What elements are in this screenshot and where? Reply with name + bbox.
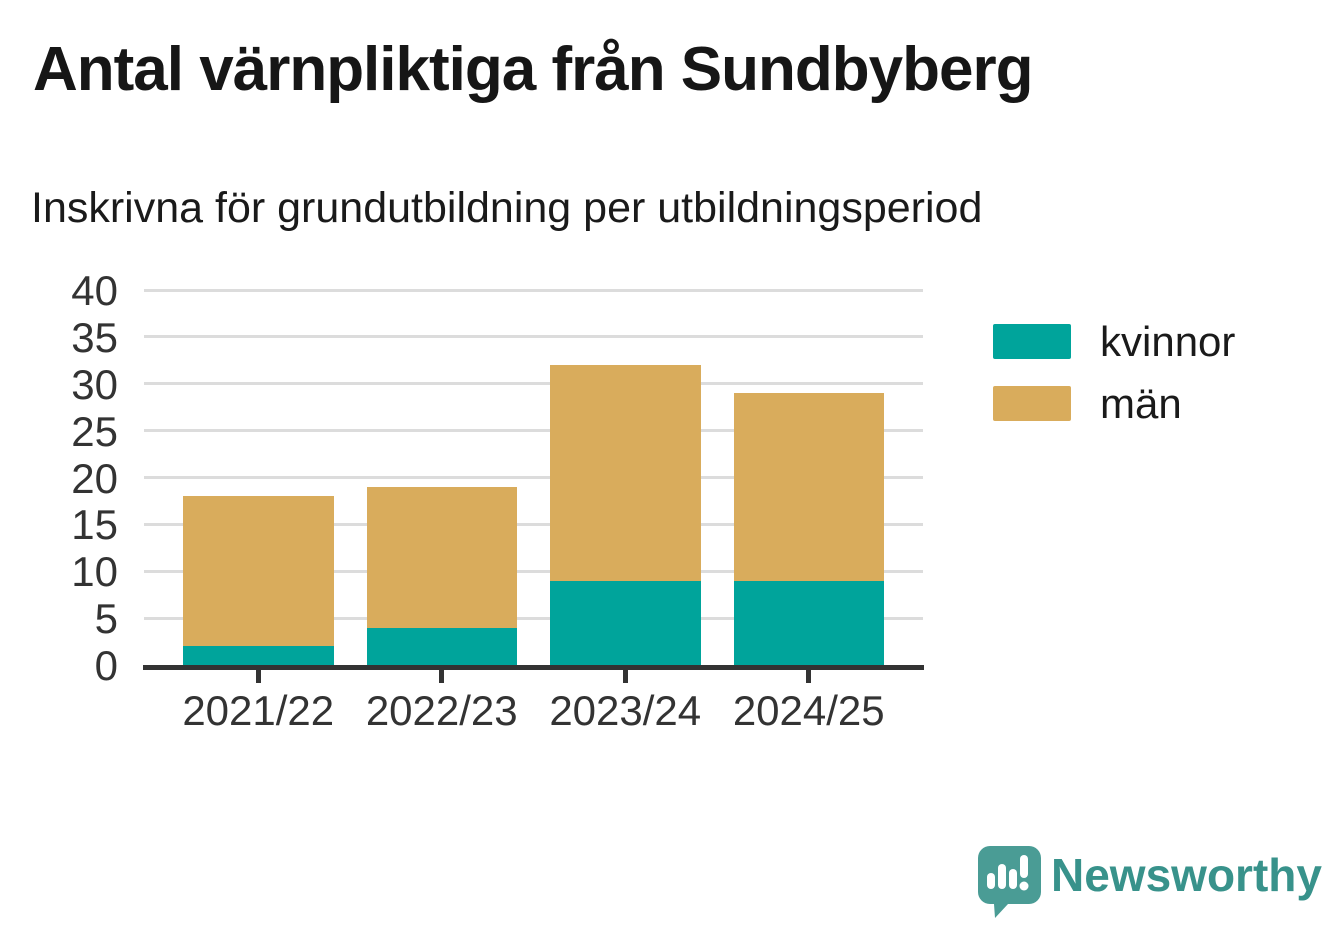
gridline-10	[144, 569, 923, 573]
y-axis-tick-label: 5	[94, 595, 118, 643]
y-axis-tick-label: 20	[71, 454, 118, 502]
y-axis-tick-label: 40	[71, 267, 118, 314]
bar-segment-kvinnor-2024/25	[733, 580, 884, 665]
legend: kvinnor män	[993, 318, 1236, 427]
y-axis-tick-label: 15	[71, 501, 118, 549]
legend-swatch-man	[993, 386, 1071, 421]
legend-item-man: män	[993, 380, 1235, 427]
bar-segment-män-2023/24	[550, 365, 701, 581]
gridline-15	[144, 522, 923, 526]
y-axis-tick-label: 0	[94, 642, 118, 689]
gridline-30	[144, 382, 923, 386]
x-axis-category-label: 2023/24	[549, 687, 702, 734]
bar-segment-män-2024/25	[733, 393, 884, 581]
bar-segment-män-2022/23	[366, 486, 517, 628]
brand-name: Newsworthy	[1051, 849, 1322, 901]
bar-segment-män-2021/22	[183, 496, 334, 647]
gridline-25	[144, 429, 923, 433]
legend-label-man: män	[1100, 380, 1182, 427]
legend-swatch-kvinnor	[993, 324, 1071, 359]
y-axis-tick-label: 10	[71, 548, 118, 596]
y-axis-tick-label: 35	[71, 313, 118, 361]
x-axis-category-label: 2024/25	[732, 687, 885, 734]
chart-title: Antal värnpliktiga från Sundbyberg	[33, 35, 1033, 104]
x-axis-category-label: 2021/22	[182, 687, 335, 734]
legend-label-kvinnor: kvinnor	[1100, 318, 1236, 365]
y-axis-tick-label: 30	[71, 360, 118, 408]
bar-segment-kvinnor-2023/24	[550, 580, 701, 665]
legend-item-kvinnor: kvinnor	[993, 318, 1236, 365]
chart-subtitle: Inskrivna för grundutbildning per utbild…	[31, 184, 983, 232]
bar-segment-kvinnor-2021/22	[183, 646, 334, 665]
x-axis-line	[143, 664, 924, 670]
bar-segment-kvinnor-2022/23	[366, 627, 517, 665]
gridline-5	[144, 616, 923, 620]
x-axis-tick	[439, 670, 445, 683]
gridline-20	[144, 476, 923, 479]
x-axis-tick	[622, 670, 628, 683]
branding: Newsworthy	[978, 846, 1322, 920]
x-axis-category-label: 2022/23	[365, 687, 518, 734]
x-axis-tick	[806, 670, 812, 683]
y-axis-tick-label: 25	[71, 407, 118, 455]
gridline-35	[144, 335, 923, 339]
newsworthy-logo-icon	[978, 846, 1041, 918]
gridline-40	[144, 288, 923, 292]
x-axis-tick	[255, 670, 261, 683]
